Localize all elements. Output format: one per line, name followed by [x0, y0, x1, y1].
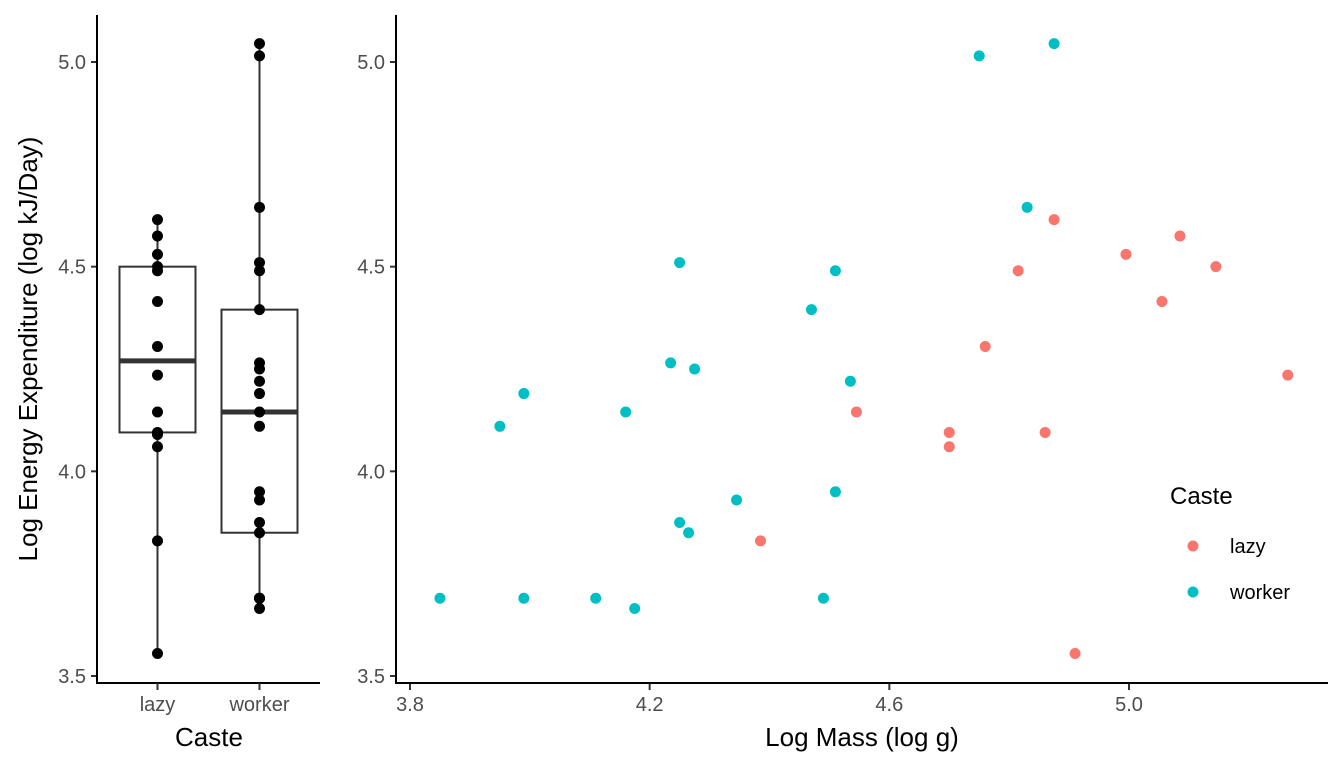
scatter-point-worker — [844, 375, 856, 387]
boxplot-point — [254, 420, 265, 432]
boxplot-point — [152, 230, 163, 242]
boxplot-point — [152, 535, 163, 547]
boxplot-point — [152, 428, 163, 440]
scatter-point-lazy — [755, 535, 767, 547]
scatter-point-worker — [674, 257, 686, 269]
boxplot-x-tick-label: lazy — [140, 694, 176, 716]
scatter-point-worker — [829, 265, 841, 277]
boxplot-point — [254, 265, 265, 277]
scatter-point-worker — [829, 486, 841, 498]
scatter-y-tick-label: 4.5 — [357, 257, 385, 279]
boxplot-x-ticks: lazy worker — [140, 683, 290, 716]
boxplot-boxes — [118, 43, 299, 654]
boxplot-point — [254, 486, 265, 498]
scatter-point-worker — [494, 420, 506, 432]
scatter-panel: 3.5 4.0 4.5 5.0 3.8 4.2 4.6 5.0 Log Mass (log … — [357, 15, 1328, 752]
scatter-point-worker — [665, 357, 677, 369]
scatter-point-lazy — [1048, 214, 1060, 226]
boxplot-point — [152, 647, 163, 659]
scatter-y-ticks: 3.5 4.0 4.5 5.0 — [357, 52, 396, 688]
boxplot-point — [254, 406, 265, 418]
legend-key-lazy — [1187, 540, 1199, 552]
scatter-point-lazy — [1174, 230, 1186, 242]
boxplot-point — [254, 388, 265, 400]
boxplot-point — [254, 50, 265, 62]
scatter-point-lazy — [943, 441, 955, 453]
boxplot-y-tick-label: 4.5 — [58, 257, 86, 279]
scatter-point-lazy — [1012, 265, 1024, 277]
scatter-point-worker — [434, 592, 446, 604]
boxplot-x-tick-label: worker — [228, 694, 289, 716]
boxplot-point — [152, 265, 163, 277]
legend-label-lazy: lazy — [1230, 536, 1266, 558]
boxplot-y-tick-label: 5.0 — [58, 52, 86, 74]
scatter-point-worker — [620, 406, 632, 418]
boxplot-point — [254, 602, 265, 614]
boxplot-point — [152, 248, 163, 260]
scatter-x-tick-label: 5.0 — [1115, 694, 1143, 716]
scatter-x-tick-label: 4.2 — [636, 694, 664, 716]
scatter-point-worker — [731, 494, 743, 506]
scatter-x-tick-label: 3.8 — [396, 694, 424, 716]
boxplot-point — [152, 369, 163, 381]
scatter-point-worker — [973, 50, 985, 62]
scatter-point-lazy — [1069, 647, 1081, 659]
boxplot-point — [254, 304, 265, 316]
boxplot-point — [152, 441, 163, 453]
boxplot-point — [254, 494, 265, 506]
boxplot-y-axis-title: Log Energy Expenditure (log kJ/Day) — [13, 137, 43, 562]
scatter-point-lazy — [1120, 248, 1132, 260]
scatter-point-lazy — [1282, 369, 1294, 381]
boxplot-y-tick-label: 4.0 — [58, 461, 86, 483]
scatter-point-worker — [518, 388, 530, 400]
legend-items: lazy worker — [1187, 536, 1290, 604]
boxplot-point — [254, 592, 265, 604]
scatter-point-worker — [1048, 38, 1060, 50]
scatter-point-lazy — [1156, 295, 1168, 307]
scatter-y-tick-label: 3.5 — [357, 666, 385, 688]
scatter-point-lazy — [943, 426, 955, 438]
boxplot-y-ticks: 3.5 4.0 4.5 5.0 — [58, 52, 97, 688]
scatter-x-ticks: 3.8 4.2 4.6 5.0 — [396, 683, 1143, 716]
legend-key-worker — [1187, 586, 1199, 598]
boxplot-point — [152, 214, 163, 226]
scatter-point-worker — [689, 363, 701, 375]
legend: Caste lazy worker — [1170, 483, 1290, 604]
boxplot-point — [254, 375, 265, 387]
legend-title: Caste — [1170, 483, 1233, 510]
scatter-y-tick-label: 4.0 — [357, 461, 385, 483]
scatter-point-worker — [518, 592, 530, 604]
scatter-point-worker — [805, 304, 817, 316]
boxplot-x-axis-title: Caste — [175, 722, 243, 752]
scatter-point-worker — [683, 527, 695, 539]
boxplot-panel: 3.5 4.0 4.5 5.0 lazy worker Caste Log Energy… — [13, 15, 320, 752]
boxplot-y-tick-label: 3.5 — [58, 666, 86, 688]
boxplot-point — [254, 527, 265, 539]
scatter-point-lazy — [850, 406, 862, 418]
scatter-point-worker — [1021, 201, 1033, 213]
boxplot-point — [254, 257, 265, 269]
scatter-point-worker — [674, 517, 686, 528]
scatter-point-lazy — [979, 340, 991, 352]
boxplot-point — [152, 340, 163, 352]
legend-label-worker: worker — [1229, 582, 1290, 604]
scatter-x-axis-title: Log Mass (log g) — [765, 722, 959, 752]
scatter-point-worker — [817, 592, 829, 604]
scatter-point-worker — [629, 602, 641, 614]
scatter-x-tick-label: 4.6 — [875, 694, 903, 716]
boxplot-point — [254, 38, 265, 50]
boxplot-point — [152, 406, 163, 418]
boxplot-point — [254, 201, 265, 213]
scatter-point-lazy — [1039, 426, 1051, 438]
scatter-y-tick-label: 5.0 — [357, 52, 385, 74]
boxplot-points — [152, 38, 265, 659]
boxplot-point — [152, 295, 163, 307]
scatter-point-lazy — [1210, 261, 1222, 273]
scatter-point-worker — [590, 592, 602, 604]
boxplot-point — [254, 363, 265, 375]
scatter-points — [434, 38, 1294, 659]
boxplot-point — [254, 517, 265, 528]
